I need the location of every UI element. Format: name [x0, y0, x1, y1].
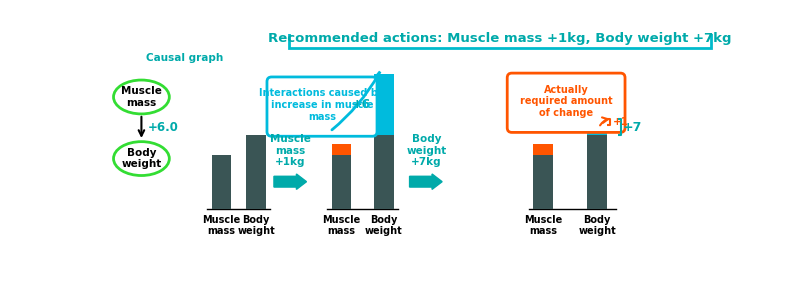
Bar	[212, 155, 231, 209]
Bar	[587, 135, 607, 209]
Text: Body
weight
+7kg: Body weight +7kg	[406, 134, 447, 168]
Bar	[375, 135, 394, 209]
Text: +6.0: +6.0	[147, 121, 179, 134]
FancyArrow shape	[409, 174, 443, 190]
Text: Muscle
mass: Muscle mass	[121, 86, 162, 108]
Ellipse shape	[113, 142, 169, 175]
Text: +1: +1	[613, 117, 629, 127]
FancyBboxPatch shape	[267, 77, 377, 136]
Text: +6: +6	[352, 98, 371, 111]
FancyBboxPatch shape	[290, 28, 711, 49]
Text: Causal graph: Causal graph	[146, 54, 223, 63]
Text: Muscle
mass
+1kg: Muscle mass +1kg	[269, 134, 311, 168]
Text: Recommended actions: Muscle mass +1kg, Body weight +7kg: Recommended actions: Muscle mass +1kg, B…	[269, 32, 732, 45]
Bar	[332, 144, 351, 155]
Text: Muscle
mass: Muscle mass	[523, 215, 562, 236]
Bar	[533, 144, 553, 155]
Bar	[332, 155, 351, 209]
FancyBboxPatch shape	[507, 73, 625, 133]
Text: Muscle
mass: Muscle mass	[322, 215, 361, 236]
Text: Body
weight: Body weight	[578, 215, 616, 236]
Bar	[587, 125, 607, 135]
Bar	[375, 74, 394, 135]
Text: Interactions caused by
increase in muscle
mass: Interactions caused by increase in muscl…	[260, 89, 384, 122]
Ellipse shape	[113, 80, 169, 114]
Bar	[587, 118, 607, 125]
Bar	[247, 135, 266, 209]
FancyArrow shape	[274, 174, 307, 190]
Text: Body
weight: Body weight	[365, 215, 403, 236]
Text: +1: +1	[358, 144, 373, 154]
Text: +7: +7	[623, 120, 642, 133]
Text: Body
weight: Body weight	[121, 148, 162, 169]
Bar	[533, 155, 553, 209]
Text: Actually
required amount
of change: Actually required amount of change	[520, 85, 612, 118]
Text: Body
weight: Body weight	[237, 215, 275, 236]
Polygon shape	[332, 72, 380, 132]
Text: Muscle
mass: Muscle mass	[202, 215, 240, 236]
